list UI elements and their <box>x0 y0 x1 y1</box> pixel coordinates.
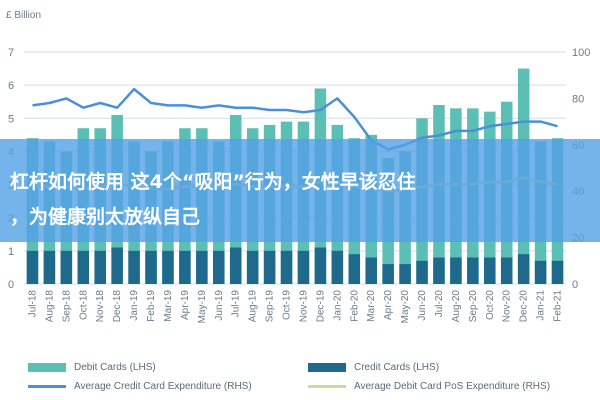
credit-bar-31 <box>551 260 564 284</box>
x-tick-label-20: Mar-20 <box>366 290 377 322</box>
credit-bar-11 <box>213 250 225 284</box>
x-tick-label-9: Apr-19 <box>180 290 191 320</box>
x-tick-label-17: Dec-19 <box>315 290 326 323</box>
x-tick-label-12: Jul-19 <box>231 290 242 318</box>
credit-bar-15 <box>280 250 293 284</box>
left-axis-unit-label: £ Billion <box>6 10 42 21</box>
x-tick-label-14: Sep-19 <box>265 290 276 323</box>
credit-bar-14 <box>263 250 276 284</box>
legend-swatch-credit <box>308 362 346 372</box>
credit-bar-6 <box>128 250 140 284</box>
x-tick-label-1: Aug-18 <box>44 290 55 323</box>
x-tick-label-7: Feb-19 <box>146 290 157 322</box>
credit-bar-7 <box>145 250 157 284</box>
x-tick-label-10: May-19 <box>197 290 208 324</box>
x-tick-label-11: Jun-19 <box>214 290 225 321</box>
x-tick-label-3: Oct-18 <box>78 290 89 320</box>
x-tick-label-28: Nov-20 <box>502 290 513 323</box>
x-tick-label-6: Jan-19 <box>129 290 140 321</box>
legend-avg-credit-expenditure: Average Credit Card Expenditure (RHS) <box>28 379 252 393</box>
x-tick-label-8: Mar-19 <box>163 290 174 322</box>
x-tick-label-0: Jul-18 <box>27 290 38 318</box>
series-line-2 <box>32 87 558 151</box>
legend-credit-cards: Credit Cards (LHS) <box>308 360 439 374</box>
x-tick-label-18: Jan-20 <box>332 290 343 321</box>
x-tick-label-25: Aug-20 <box>451 290 462 323</box>
credit-bar-9 <box>179 250 191 284</box>
legend-label-credit: Credit Cards (LHS) <box>354 361 440 373</box>
left-tick-label-0: 0 <box>8 279 14 291</box>
x-tick-label-26: Sep-20 <box>468 290 479 323</box>
x-tick-label-21: Apr-20 <box>383 290 394 320</box>
x-tick-label-24: Jul-20 <box>434 290 445 318</box>
credit-bar-30 <box>534 260 547 284</box>
x-tick-label-31: Feb-21 <box>553 290 564 322</box>
credit-bar-16 <box>297 250 310 284</box>
headline-banner[interactable] <box>0 139 600 242</box>
credit-bar-24 <box>433 257 445 284</box>
right-tick-label-5: 100 <box>572 47 590 59</box>
x-tick-label-13: Aug-19 <box>248 290 259 323</box>
legend-debit-cards: Debit Cards (LHS) <box>28 360 156 374</box>
x-tick-label-5: Dec-18 <box>112 290 123 323</box>
headline-line-2[interactable]: ，为健康别太放纵自己 <box>10 206 201 228</box>
legend-swatch-debit <box>28 362 66 372</box>
credit-bar-5 <box>111 247 123 284</box>
credit-bar-26 <box>467 257 479 284</box>
credit-bar-27 <box>484 257 496 284</box>
credit-bar-1 <box>43 250 56 284</box>
credit-bar-25 <box>450 257 462 284</box>
x-tick-label-16: Nov-19 <box>298 290 309 323</box>
x-tick-label-15: Oct-19 <box>282 290 293 320</box>
legend-swatch-avg-debit <box>308 384 346 388</box>
credit-bar-19 <box>348 254 361 284</box>
credit-bar-22 <box>399 264 411 284</box>
credit-bar-17 <box>314 247 327 284</box>
credit-bar-3 <box>77 250 90 284</box>
credit-bar-23 <box>416 260 428 284</box>
x-tick-label-19: Feb-20 <box>349 290 360 322</box>
left-tick-label-6: 6 <box>8 80 14 92</box>
x-tick-label-27: Oct-20 <box>485 290 496 320</box>
legend-avg-debit-pos-expenditure: Average Debit Card PoS Expenditure (RHS) <box>308 379 550 393</box>
credit-bar-20 <box>365 257 377 284</box>
x-tick-label-2: Sep-18 <box>61 290 72 323</box>
credit-bar-18 <box>331 250 344 284</box>
credit-bar-4 <box>94 250 106 284</box>
right-tick-label-0: 0 <box>572 279 578 291</box>
headline-line-1[interactable]: 杠杆如何使用 这4个“吸阳”行为，女性早该忍住 <box>10 171 416 193</box>
x-tick-label-29: Dec-20 <box>519 290 530 323</box>
credit-bar-8 <box>162 250 174 284</box>
credit-bar-2 <box>60 250 73 284</box>
credit-bar-13 <box>246 250 259 284</box>
credit-bar-12 <box>229 247 242 284</box>
left-tick-label-7: 7 <box>8 47 14 59</box>
credit-bar-21 <box>382 264 394 284</box>
x-tick-label-22: May-20 <box>400 290 411 324</box>
x-tick-label-23: Jun-20 <box>417 290 428 321</box>
x-tick-label-4: Nov-18 <box>95 290 106 323</box>
left-tick-label-1: 1 <box>8 246 14 258</box>
legend-label-avg-debit: Average Debit Card PoS Expenditure (RHS) <box>354 380 551 392</box>
credit-bar-0 <box>26 250 39 284</box>
credit-bar-29 <box>517 254 530 284</box>
credit-bar-10 <box>196 250 208 284</box>
x-tick-label-30: Jan-21 <box>536 290 547 321</box>
left-tick-label-5: 5 <box>8 113 14 125</box>
legend-label-avg-credit: Average Credit Card Expenditure (RHS) <box>74 380 252 392</box>
credit-bar-28 <box>500 257 513 284</box>
right-tick-label-4: 80 <box>572 93 584 105</box>
legend-swatch-avg-credit <box>28 384 66 388</box>
legend-label-debit: Debit Cards (LHS) <box>74 361 156 373</box>
